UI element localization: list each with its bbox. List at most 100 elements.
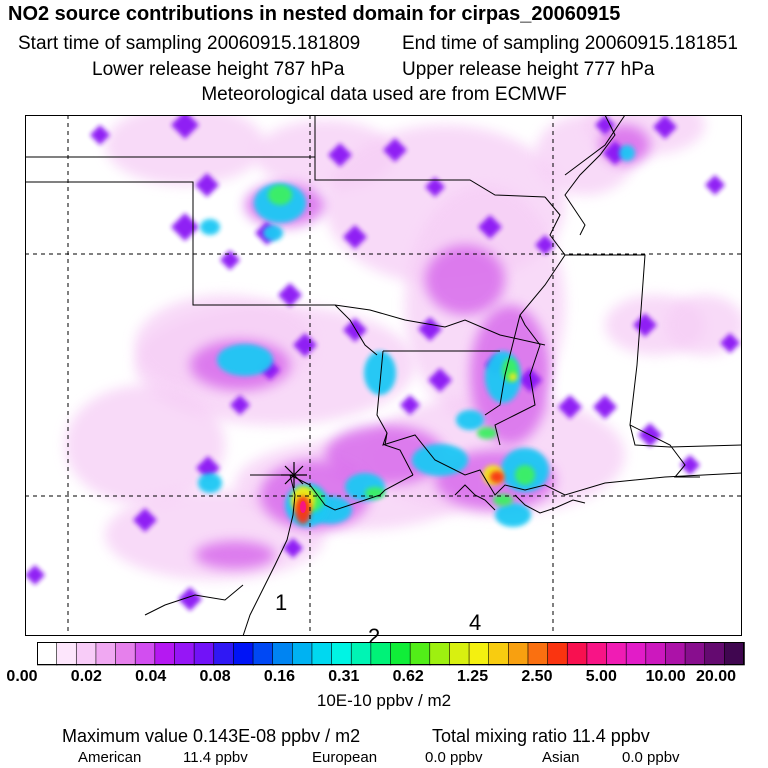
colorbar-cell: [252, 642, 274, 666]
plume-layer: [25, 115, 742, 611]
colorbar-cell: [449, 642, 470, 666]
plume-patch: [603, 141, 627, 165]
plume-patch: [478, 215, 502, 239]
colorbar-tick-label: 0.04: [135, 668, 167, 685]
region-label-1: 1: [275, 590, 288, 615]
colorbar-cell: [75, 642, 97, 666]
colorbar-tick-label: 0.31: [328, 668, 360, 685]
plume-patch: [278, 283, 302, 307]
end-time-label: End time of sampling 20060915.181851: [402, 33, 738, 54]
plume-patch: [509, 373, 517, 381]
lower-release-label: Lower release height 787 hPa: [92, 59, 345, 80]
colorbar-cell: [566, 642, 588, 666]
colorbar-frame: [37, 642, 744, 665]
plume-patch: [325, 425, 445, 485]
colorbar-cell: [350, 642, 372, 666]
colorbar-tick-label: 0.08: [199, 668, 231, 685]
plume-patch: [198, 473, 222, 493]
plume-patch: [383, 138, 407, 162]
plume-patch: [283, 538, 303, 558]
colorbar-cell: [409, 642, 431, 666]
colorbar-cell: [311, 642, 333, 666]
colorbar-cell: [193, 642, 215, 666]
colorbar-cell: [56, 642, 78, 666]
colorbar: [37, 642, 745, 666]
start-time-label: Start time of sampling 20060915.181809: [18, 33, 361, 54]
concentration-map: [25, 115, 742, 636]
colorbar-units: 10E-10 ppbv / m2: [316, 691, 452, 710]
plume-patch: [495, 503, 531, 527]
colorbar-cell: [508, 642, 529, 666]
plume-patch: [171, 213, 199, 241]
colorbar-cell: [233, 642, 254, 666]
colorbar-cell: [547, 642, 569, 666]
plume-patch: [705, 175, 725, 195]
colorbar-tick-label: 0.02: [70, 668, 102, 685]
plume-patch: [518, 368, 542, 392]
plume-patch: [171, 115, 199, 139]
colorbar-cell: [527, 642, 549, 666]
american-value: 11.4 ppbv: [183, 749, 248, 766]
plume-patch: [230, 395, 250, 415]
plume-patch: [293, 333, 317, 357]
colorbar-tick-label: 0.62: [392, 668, 424, 685]
colorbar-tick-label: 2.50: [521, 668, 553, 685]
plume-patch: [595, 115, 615, 135]
colorbar-cell: [154, 642, 176, 666]
plume-patch: [653, 115, 677, 139]
colorbar-tick-label: 5.00: [585, 668, 617, 685]
plume-patch: [195, 173, 219, 197]
colorbar-cell: [115, 642, 136, 666]
plume-patch: [720, 333, 740, 353]
plume-patch: [593, 395, 617, 419]
colorbar-cell: [174, 642, 195, 666]
colorbar-tick-label: 1.25: [456, 668, 489, 685]
colorbar-tick-label: 0.00: [6, 668, 38, 685]
colorbar-cell: [95, 642, 117, 666]
boundary-lines: [25, 115, 742, 636]
american-label: American: [78, 749, 142, 766]
colorbar-cell: [468, 642, 490, 666]
plot-title: NO2 source contributions in nested domai…: [8, 3, 621, 25]
plume-patch: [217, 344, 273, 376]
plume-patch: [535, 235, 555, 255]
plume-patch: [412, 444, 468, 476]
colorbar-tick-label: 10.00: [645, 668, 686, 685]
colorbar-cell: [390, 642, 411, 666]
european-label: European: [312, 749, 378, 766]
colorbar-cell: [704, 642, 726, 666]
plume-patch: [425, 177, 445, 197]
colorbar-cell: [488, 642, 510, 666]
asian-value: 0.0 ppbv: [622, 749, 680, 766]
plume-patch: [178, 587, 202, 611]
plume-patch: [220, 250, 240, 270]
plume-patch: [425, 245, 505, 315]
plume-patch: [105, 115, 265, 185]
colorbar-cell: [625, 642, 647, 666]
plume-patch: [364, 351, 396, 395]
plume-patch: [200, 219, 220, 235]
colorbar-cell: [213, 642, 235, 666]
plume-patch: [65, 385, 225, 505]
plume-patch: [490, 471, 504, 483]
plume-patch: [456, 410, 484, 430]
graticule: [25, 115, 742, 636]
release-location-marker: [281, 462, 307, 488]
european-value: 0.0 ppbv: [425, 749, 483, 766]
plume-patch: [25, 565, 45, 585]
colorbar-cell: [292, 642, 313, 666]
colorbar-cell: [429, 642, 451, 666]
colorbar-cell: [606, 642, 627, 666]
plume-patch: [493, 494, 513, 506]
plume-patch: [665, 295, 742, 355]
colorbar-cell: [586, 642, 608, 666]
colorbar-cell: [272, 642, 294, 666]
total-mixing-ratio-label: Total mixing ratio 11.4 ppbv: [432, 726, 650, 746]
plume-patch: [515, 465, 535, 485]
plume-patch: [195, 541, 275, 569]
colorbar-cell: [645, 642, 667, 666]
colorbar-tick-label: 0.16: [263, 668, 296, 685]
colorbar-tick-label: 20.00: [695, 668, 737, 685]
plume-patch: [263, 225, 283, 241]
plume-patch: [328, 143, 352, 167]
